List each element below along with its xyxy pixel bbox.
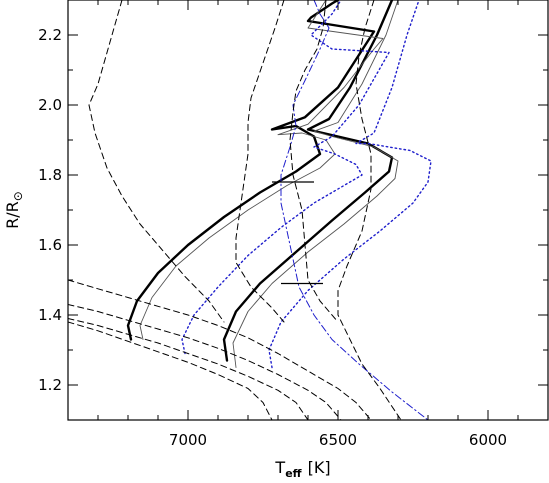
- track-line-5: [181, 0, 390, 355]
- track-line-11: [337, 0, 402, 420]
- y-tick-label: 1.2: [38, 376, 62, 394]
- track-line-9: [235, 0, 285, 323]
- ticks: [67, 0, 549, 421]
- y-axis-label-symbol: ⊙: [11, 191, 25, 201]
- track-line-14: [68, 318, 309, 420]
- y-tick-label: 1.8: [38, 166, 62, 184]
- x-axis-label-sub: eff: [285, 467, 301, 479]
- error-bars: [272, 181, 323, 285]
- y-tick-label: 1.6: [38, 236, 62, 254]
- track-line-7: [280, 0, 429, 420]
- track-line-6: [268, 0, 432, 369]
- x-tick-label: 6000: [469, 431, 507, 449]
- track-line-1: [126, 0, 376, 341]
- x-axis-label-main: T: [274, 458, 285, 477]
- y-axis-label-main: R/R: [3, 201, 22, 229]
- y-tick-label: 2.2: [38, 26, 62, 44]
- track-line-4: [232, 0, 399, 368]
- y-tick-labels: 1.2 1.4 1.6 1.8 2.0 2.2: [38, 26, 62, 394]
- track-line-2: [222, 0, 394, 362]
- track-line-3: [139, 0, 384, 340]
- track-line-15: [68, 321, 273, 420]
- x-axis-label: Teff [K]: [274, 458, 330, 479]
- track-line-13: [68, 304, 342, 420]
- series-layer: [68, 0, 432, 420]
- y-tick-label: 1.4: [38, 306, 62, 324]
- y-axis-label: R/R⊙: [3, 191, 25, 229]
- x-tick-label: 6500: [319, 431, 357, 449]
- track-line-12: [68, 279, 372, 420]
- x-tick-label: 7000: [169, 431, 207, 449]
- track-line-10: [289, 0, 339, 323]
- y-tick-label: 2.0: [38, 96, 62, 114]
- x-tick-labels: 7000 6500 6000: [169, 431, 507, 449]
- x-axis-label-unit: [K]: [308, 458, 331, 477]
- plot-frame: [67, 0, 549, 421]
- track-line-8: [88, 0, 225, 323]
